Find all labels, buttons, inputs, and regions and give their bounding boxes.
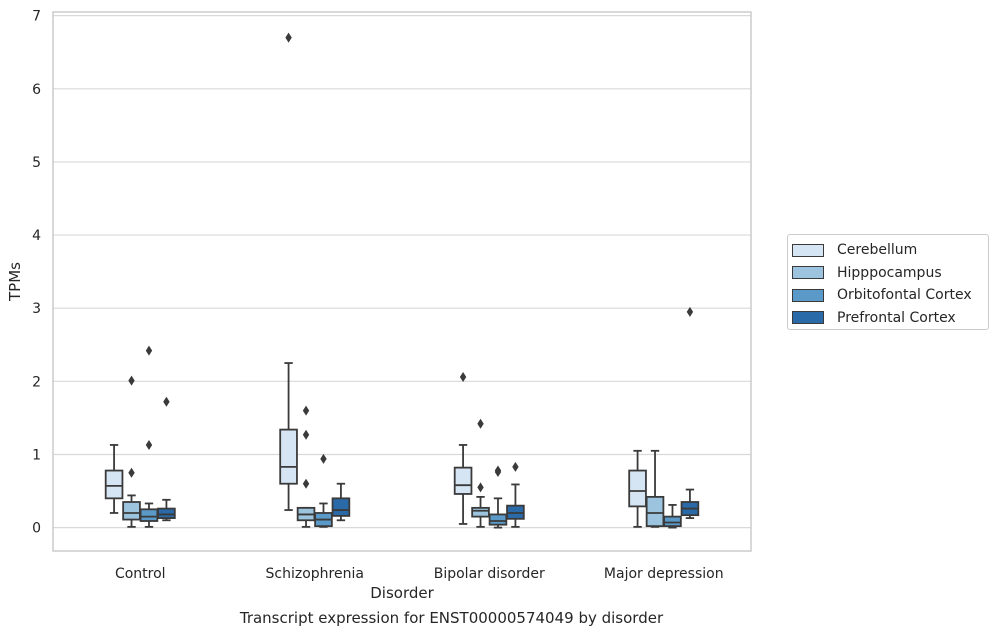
box bbox=[157, 396, 176, 522]
outlier-point bbox=[494, 465, 502, 476]
y-tick-label: 2 bbox=[32, 374, 41, 390]
legend-item-orbitofrontal: Orbitofontal Cortex bbox=[792, 284, 988, 307]
box-body bbox=[628, 469, 647, 508]
y-tick-label: 0 bbox=[32, 521, 41, 537]
box-series bbox=[104, 32, 700, 529]
outlier-point bbox=[686, 306, 694, 317]
box bbox=[488, 465, 508, 529]
box-body bbox=[645, 495, 665, 528]
box-body bbox=[663, 515, 682, 528]
box bbox=[296, 405, 316, 528]
outlier-point bbox=[302, 405, 310, 416]
outlier-point bbox=[477, 482, 484, 493]
outlier-point bbox=[145, 345, 153, 356]
outlier-point bbox=[145, 439, 153, 450]
x-axis-label: Disorder bbox=[370, 584, 434, 602]
box-body bbox=[139, 508, 159, 522]
outlier-point bbox=[302, 429, 310, 440]
x-tick-label: Bipolar disorder bbox=[434, 566, 545, 582]
y-tick-label: 5 bbox=[32, 155, 41, 171]
y-tick-label: 1 bbox=[32, 447, 41, 463]
x-tick-label: Schizophrenia bbox=[266, 566, 364, 582]
legend-swatch-hippocampus bbox=[792, 266, 824, 280]
outlier-point bbox=[477, 418, 484, 429]
box-body bbox=[488, 513, 508, 526]
box bbox=[331, 482, 351, 522]
box bbox=[122, 375, 141, 528]
legend-label-cerebellum: Cerebellum bbox=[837, 242, 918, 259]
legend-swatch-orbitofrontal bbox=[792, 288, 824, 302]
box-body bbox=[471, 506, 490, 518]
legend-label-prefrontal: Prefrontal Cortex bbox=[837, 309, 956, 326]
legend-item-cerebellum: Cerebellum bbox=[792, 239, 988, 262]
box bbox=[104, 444, 124, 514]
x-tick-label: Control bbox=[115, 566, 166, 582]
legend-swatch-cerebellum bbox=[792, 243, 824, 257]
outlier-point bbox=[285, 32, 292, 43]
box-body bbox=[279, 428, 298, 485]
box bbox=[628, 449, 647, 528]
box-body bbox=[331, 497, 351, 517]
box bbox=[279, 32, 298, 511]
x-tick-label: Major depression bbox=[604, 566, 724, 582]
box-body bbox=[122, 501, 141, 521]
plot-frame bbox=[52, 11, 752, 552]
legend-item-hippocampus: Hipppocampus bbox=[792, 262, 988, 285]
grid-lines bbox=[53, 15, 751, 529]
box bbox=[645, 449, 665, 528]
legend-swatch-prefrontal bbox=[792, 311, 824, 325]
outlier-point bbox=[459, 371, 467, 382]
outlier-point bbox=[163, 396, 170, 407]
y-tick-label: 7 bbox=[32, 9, 41, 25]
legend-label-hippocampus: Hipppocampus bbox=[837, 264, 942, 281]
legend-item-prefrontal: Prefrontal Cortex bbox=[792, 307, 988, 330]
y-tick-label: 6 bbox=[32, 82, 41, 98]
box-body bbox=[104, 469, 124, 500]
box bbox=[471, 418, 490, 528]
y-tick-label: 3 bbox=[32, 301, 41, 317]
chart-caption: Transcript expression for ENST0000057404… bbox=[239, 609, 664, 627]
y-axis-label: TPMs bbox=[6, 262, 24, 302]
outlier-point bbox=[320, 453, 327, 464]
legend: Cerebellum Hipppocampus Orbitofontal Cor… bbox=[787, 234, 989, 330]
legend-label-orbitofrontal: Orbitofontal Cortex bbox=[837, 287, 972, 304]
outlier-point bbox=[512, 461, 519, 472]
box bbox=[663, 504, 682, 529]
box-body bbox=[453, 466, 473, 495]
outlier-point bbox=[302, 478, 310, 489]
y-tick-label: 4 bbox=[32, 228, 41, 244]
box bbox=[314, 453, 333, 528]
box bbox=[506, 461, 525, 528]
box-body bbox=[157, 507, 176, 519]
box bbox=[680, 306, 700, 519]
y-tick-labels: 0 1 2 3 4 5 6 7 bbox=[32, 9, 41, 537]
box bbox=[139, 345, 159, 528]
outlier-point bbox=[128, 467, 135, 478]
outlier-point bbox=[128, 375, 135, 386]
x-tick-labels: Control Schizophrenia Bipolar disorder Majo… bbox=[115, 566, 724, 582]
box bbox=[453, 371, 473, 525]
